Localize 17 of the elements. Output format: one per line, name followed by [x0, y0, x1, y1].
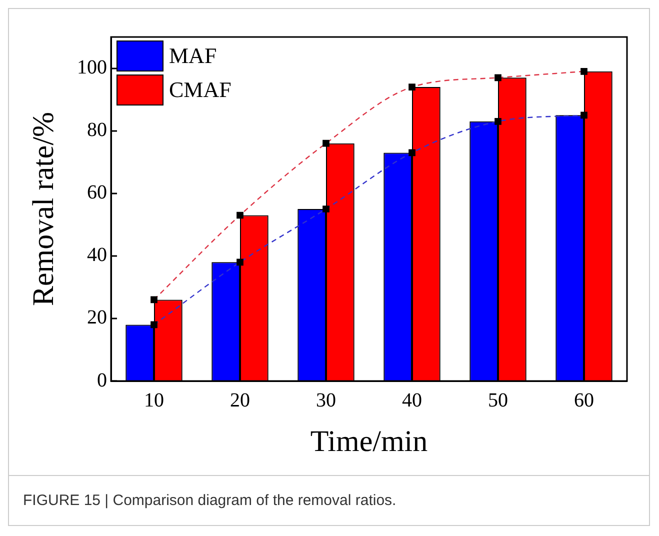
y-tick-label: 20 — [87, 306, 107, 329]
x-tick-label: 30 — [316, 389, 336, 412]
x-tick-label: 40 — [402, 389, 422, 412]
x-tick-label: 10 — [144, 389, 164, 412]
y-tick-label: 80 — [87, 119, 107, 142]
legend-label: MAF — [169, 42, 217, 68]
caption: FIGURE 15 | Comparison diagram of the removal ratios. — [9, 475, 649, 525]
x-tick-label: 50 — [488, 389, 508, 412]
y-axis-title: Removal rate/% — [26, 112, 60, 306]
y-tick-label: 60 — [87, 182, 107, 204]
x-tick-label: 60 — [574, 389, 594, 412]
x-axis-title: Time/min — [310, 424, 428, 458]
x-tick-label: 20 — [230, 389, 250, 412]
legend-label: CMAF — [169, 76, 232, 102]
y-tick-label: 100 — [77, 56, 107, 79]
y-tick-label: 40 — [87, 244, 107, 266]
y-tick-label: 0 — [97, 369, 107, 392]
